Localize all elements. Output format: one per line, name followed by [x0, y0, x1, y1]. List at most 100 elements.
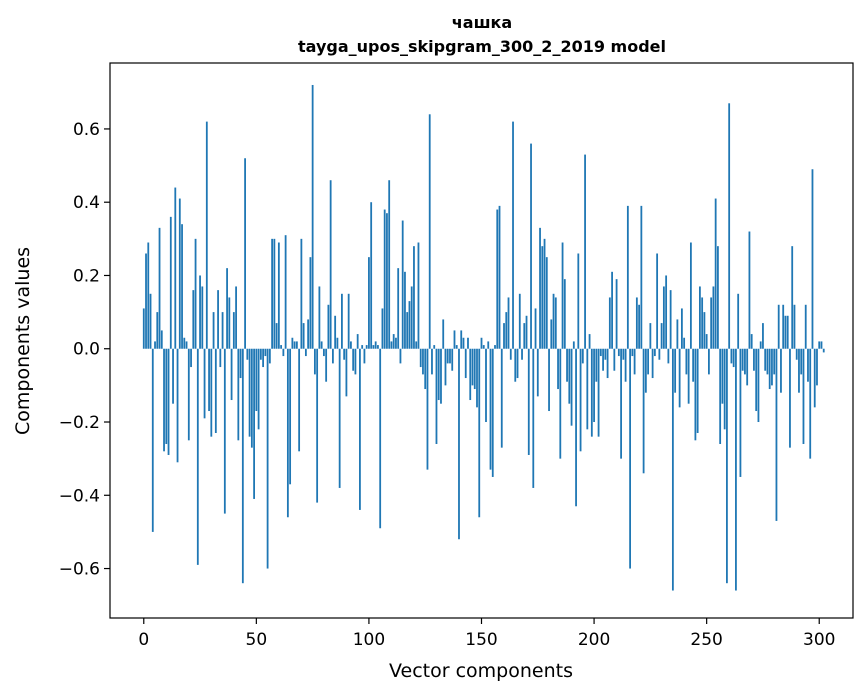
- bar-171: [527, 348, 530, 455]
- x-tick-label: 250: [690, 630, 722, 650]
- bar-88: [341, 293, 343, 349]
- bar-163: [509, 348, 512, 360]
- bar-140: [458, 348, 460, 540]
- bar-29: [208, 348, 210, 412]
- x-tick-label: 50: [246, 630, 268, 650]
- bar-281: [775, 348, 778, 521]
- bar-127: [428, 114, 431, 349]
- bar-125: [424, 348, 427, 390]
- bar-227: [653, 348, 656, 357]
- bar-128: [431, 348, 433, 375]
- bar-289: [793, 304, 796, 349]
- bar-243: [689, 242, 692, 349]
- bar-72: [304, 348, 307, 357]
- bar-228: [656, 253, 659, 349]
- y-axis-label: Components values: [12, 247, 34, 435]
- bar-213: [622, 348, 625, 360]
- bar-157: [496, 209, 499, 349]
- bar-113: [397, 268, 400, 349]
- chart-title: чашка: [452, 13, 512, 32]
- bar-34: [219, 348, 222, 368]
- bar-169: [523, 323, 526, 349]
- bar-93: [352, 348, 355, 371]
- bar-232: [665, 275, 668, 349]
- bar-77: [316, 348, 319, 503]
- bar-69: [298, 348, 301, 452]
- bar-70: [300, 238, 303, 349]
- bar-16: [178, 198, 181, 349]
- bar-170: [525, 315, 528, 349]
- bar-30: [210, 348, 213, 437]
- x-tick-label: 200: [578, 630, 610, 650]
- bar-144: [467, 337, 469, 349]
- bar-9: [163, 348, 165, 452]
- bar-242: [687, 348, 690, 404]
- bar-94: [354, 348, 357, 375]
- bar-82: [327, 304, 330, 349]
- bar-123: [419, 348, 422, 368]
- bar-66: [291, 337, 294, 349]
- bar-247: [698, 286, 701, 349]
- bar-138: [453, 330, 456, 349]
- bar-121: [415, 341, 418, 349]
- bar-107: [383, 209, 386, 349]
- bar-284: [782, 304, 785, 349]
- bar-186: [561, 242, 564, 349]
- bar-6: [156, 312, 159, 349]
- bar-176: [539, 227, 541, 349]
- bar-288: [791, 246, 794, 349]
- bar-100: [368, 257, 370, 349]
- bar-236: [674, 348, 677, 393]
- bar-271: [753, 348, 755, 371]
- bar-193: [577, 253, 580, 349]
- bar-38: [228, 297, 231, 349]
- bar-196: [584, 154, 586, 349]
- bar-150: [480, 337, 483, 349]
- bar-294: [804, 304, 807, 349]
- y-tick-label: −0.4: [59, 486, 100, 506]
- bar-254: [714, 198, 717, 349]
- bar-165: [514, 348, 517, 382]
- bar-32: [214, 348, 217, 433]
- bar-131: [437, 348, 440, 401]
- bar-206: [606, 348, 609, 379]
- bar-75: [311, 84, 314, 349]
- bar-156: [494, 345, 496, 349]
- bar-76: [313, 348, 316, 375]
- bar-155: [491, 348, 494, 477]
- bar-207: [608, 297, 611, 349]
- bar-151: [482, 345, 485, 349]
- y-tick-label: −0.6: [59, 560, 100, 580]
- bar-57: [271, 238, 274, 349]
- bar-31: [212, 312, 215, 349]
- bar-111: [392, 334, 395, 349]
- bar-97: [361, 345, 364, 349]
- bar-184: [557, 348, 559, 390]
- bar-218: [633, 348, 636, 375]
- bar-106: [381, 308, 384, 349]
- y-tick-label: 0.0: [73, 340, 100, 360]
- bar-85: [334, 315, 337, 349]
- bar-134: [444, 348, 447, 386]
- x-tick-label: 0: [138, 630, 149, 650]
- bar-205: [604, 348, 607, 360]
- bar-220: [638, 304, 641, 349]
- bar-195: [581, 348, 584, 364]
- bar-63: [284, 235, 287, 349]
- bar-235: [671, 348, 674, 591]
- bar-239: [680, 308, 683, 349]
- bar-87: [338, 348, 341, 488]
- bar-283: [780, 348, 782, 393]
- bar-223: [644, 348, 647, 393]
- bar-19: [185, 341, 188, 349]
- bar-1: [145, 253, 147, 349]
- bar-33: [217, 290, 219, 349]
- bar-174: [534, 308, 537, 349]
- plot-frame: [109, 62, 854, 619]
- bar-135: [446, 348, 449, 364]
- bar-43: [239, 348, 242, 379]
- bar-177: [541, 246, 544, 349]
- bar-28: [205, 121, 208, 349]
- bar-238: [678, 348, 681, 408]
- bar-73: [307, 319, 310, 349]
